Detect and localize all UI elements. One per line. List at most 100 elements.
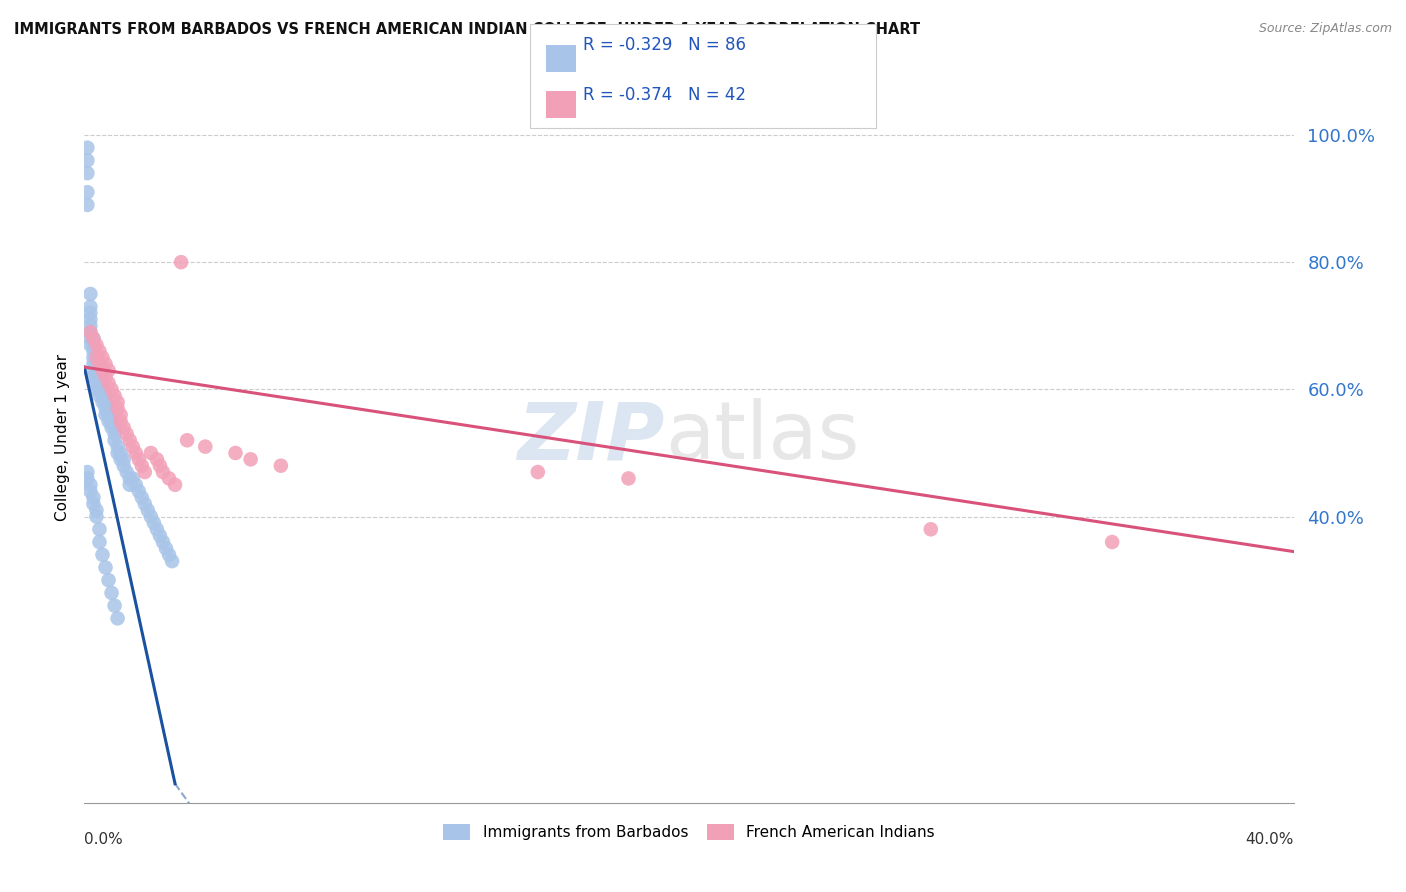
Point xyxy=(155,541,177,556)
Point xyxy=(100,383,122,397)
Point xyxy=(157,471,180,485)
Point xyxy=(112,452,135,467)
Point xyxy=(86,363,108,377)
Point xyxy=(89,357,111,371)
Point xyxy=(79,300,101,314)
Point xyxy=(121,471,143,485)
Point xyxy=(165,477,187,491)
Point xyxy=(131,491,153,505)
Text: R = -0.374   N = 42: R = -0.374 N = 42 xyxy=(583,87,747,104)
Point xyxy=(110,414,132,428)
Point xyxy=(76,471,98,485)
Point xyxy=(91,548,114,562)
Point xyxy=(118,434,141,448)
Point xyxy=(107,611,129,625)
Point xyxy=(76,465,98,479)
Point xyxy=(82,344,104,359)
Point xyxy=(91,395,114,409)
Point xyxy=(139,509,162,524)
Point xyxy=(91,383,114,397)
Text: IMMIGRANTS FROM BARBADOS VS FRENCH AMERICAN INDIAN COLLEGE, UNDER 1 YEAR CORRELA: IMMIGRANTS FROM BARBADOS VS FRENCH AMERI… xyxy=(14,22,920,37)
Point xyxy=(91,351,114,365)
Point xyxy=(91,389,114,403)
Point xyxy=(97,363,120,377)
Point xyxy=(149,529,172,543)
Point xyxy=(86,338,108,352)
Text: Source: ZipAtlas.com: Source: ZipAtlas.com xyxy=(1258,22,1392,36)
Point xyxy=(89,535,111,549)
Point xyxy=(128,484,150,499)
Point xyxy=(82,357,104,371)
Point xyxy=(94,401,117,416)
Point xyxy=(89,376,111,390)
Point xyxy=(97,573,120,587)
Point xyxy=(94,369,117,384)
Point xyxy=(86,376,108,390)
Point xyxy=(115,426,138,441)
Point xyxy=(194,440,217,454)
Point xyxy=(79,325,101,339)
Legend: Immigrants from Barbados, French American Indians: Immigrants from Barbados, French America… xyxy=(437,817,941,847)
Point xyxy=(86,383,108,397)
Point xyxy=(79,484,101,499)
Point xyxy=(118,477,141,491)
Point xyxy=(94,389,117,403)
Point xyxy=(82,331,104,345)
Point xyxy=(104,426,127,441)
Point xyxy=(89,363,111,377)
Point xyxy=(79,306,101,320)
Point xyxy=(86,369,108,384)
Point xyxy=(146,522,169,536)
Point xyxy=(100,420,122,434)
Text: R = -0.329   N = 86: R = -0.329 N = 86 xyxy=(583,37,747,54)
Point xyxy=(100,586,122,600)
Point xyxy=(91,376,114,390)
Point xyxy=(89,369,111,384)
Point xyxy=(82,331,104,345)
Point xyxy=(107,401,129,416)
Point xyxy=(82,338,104,352)
Point xyxy=(142,516,165,530)
Point xyxy=(136,503,159,517)
Point xyxy=(157,548,180,562)
Point xyxy=(225,446,247,460)
Point xyxy=(125,446,148,460)
Point xyxy=(139,446,162,460)
Point xyxy=(160,554,183,568)
Point xyxy=(239,452,262,467)
Point xyxy=(76,166,98,180)
Point xyxy=(104,420,127,434)
Point xyxy=(86,351,108,365)
Text: atlas: atlas xyxy=(665,398,859,476)
Point xyxy=(170,255,193,269)
Point xyxy=(79,287,101,301)
Y-axis label: College, Under 1 year: College, Under 1 year xyxy=(55,353,70,521)
Point xyxy=(118,471,141,485)
Point xyxy=(128,452,150,467)
Point xyxy=(152,535,174,549)
Point xyxy=(76,185,98,199)
Point xyxy=(91,363,114,377)
Point xyxy=(76,198,98,212)
Point xyxy=(110,408,132,422)
Point xyxy=(149,458,172,473)
Point xyxy=(94,408,117,422)
Text: ZIP: ZIP xyxy=(517,398,665,476)
Point xyxy=(79,312,101,326)
Point xyxy=(94,357,117,371)
Point xyxy=(89,522,111,536)
Point xyxy=(146,452,169,467)
Point xyxy=(107,395,129,409)
Point xyxy=(104,434,127,448)
Point xyxy=(134,497,156,511)
Point xyxy=(94,560,117,574)
Point xyxy=(82,363,104,377)
Point xyxy=(97,376,120,390)
Point xyxy=(112,458,135,473)
Point xyxy=(107,440,129,454)
Point xyxy=(76,153,98,168)
Point xyxy=(112,420,135,434)
Point xyxy=(270,458,292,473)
Point xyxy=(86,357,108,371)
Point xyxy=(82,351,104,365)
